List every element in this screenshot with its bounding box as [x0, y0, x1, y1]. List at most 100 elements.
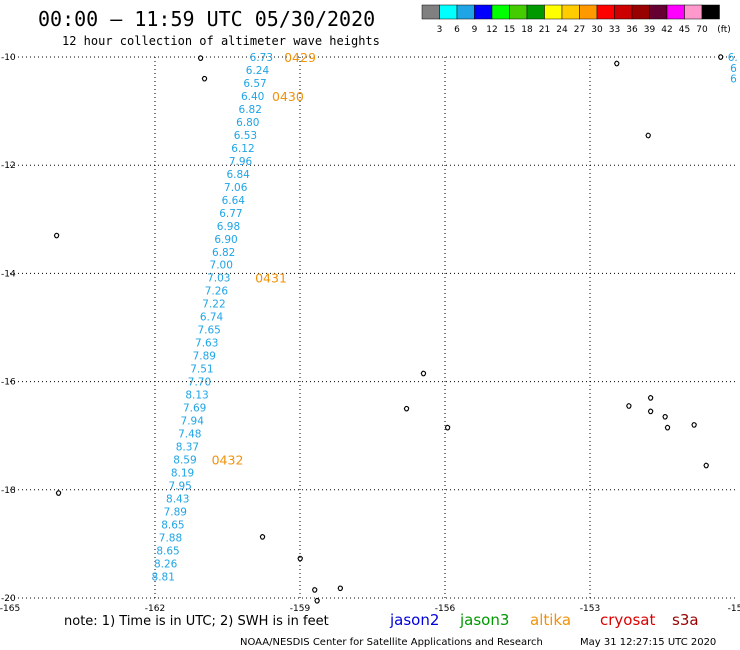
pass-time-label: 0429 — [284, 50, 316, 65]
swh-value: 6.73 — [250, 52, 273, 64]
swh-value: 7.96 — [229, 156, 253, 168]
swh-value: 7.70 — [188, 377, 211, 389]
colorbar-label: 9 — [472, 25, 478, 35]
satellite-legend-entry: jason3 — [459, 611, 509, 629]
satellite-legend-entry: cryosat — [600, 611, 655, 629]
swh-value: 6.98 — [217, 221, 240, 233]
swh-value: 7.51 — [190, 364, 213, 376]
latitude-tick-label: -16 — [1, 378, 16, 388]
longitude-tick-label: -153 — [580, 604, 600, 614]
island-outline — [662, 413, 668, 420]
colorbar-swatch — [596, 4, 615, 20]
satellite-legend-entry: altika — [530, 611, 571, 629]
island-outline — [647, 395, 654, 401]
swh-value: 7.89 — [164, 506, 187, 518]
colorbar-swatch — [561, 4, 580, 20]
island-outline — [420, 370, 427, 377]
axis-ticks: -10-12-14-16-18-20-165 -162 -159 -156 -153 -1… — [0, 53, 740, 614]
swh-value: 6.90 — [214, 234, 237, 246]
swh-value: 7.94 — [181, 416, 205, 428]
colorbar-label: 33 — [609, 25, 620, 35]
latitude-tick-label: -12 — [1, 161, 16, 171]
swh-value: 8.43 — [166, 493, 189, 505]
colorbar-legend: 3 6 9 12 15 18 21 24 27 30 33 36 39 42 45 70 (ft) — [421, 4, 731, 35]
island-outline — [55, 490, 62, 496]
island-outline — [645, 132, 651, 139]
island-outline — [403, 405, 410, 412]
colorbar-swatch — [456, 4, 475, 20]
island-outline — [613, 60, 620, 67]
swh-value: 7.89 — [193, 351, 216, 363]
swh-value: 7.69 — [183, 403, 206, 415]
swh-value: 6.77 — [219, 208, 242, 220]
colorbar-swatch — [684, 4, 703, 20]
colorbar-swatch — [544, 4, 563, 20]
colorbar-label: 27 — [574, 25, 585, 35]
satellite-track: 6.736.246.576.406.826.806.536.127.966.84… — [152, 52, 738, 583]
colorbar-swatch — [421, 4, 440, 20]
colorbar-swatch — [474, 4, 493, 20]
colorbar-swatch — [666, 4, 685, 20]
island-outline — [297, 555, 303, 562]
island-outline — [53, 232, 60, 239]
colorbar-label: 45 — [679, 25, 690, 35]
satellite-legend-entry: s3a — [672, 611, 699, 629]
credit-line: NOAA/NESDIS Center for Satellite Applica… — [240, 637, 543, 648]
colorbar-label: 36 — [626, 25, 638, 35]
swh-value: 6.24 — [246, 65, 270, 77]
swh-value-edge: 6. — [728, 52, 738, 64]
colorbar-label: 12 — [486, 25, 497, 35]
swh-value: 6.82 — [212, 247, 235, 259]
swh-value: 6.82 — [239, 104, 262, 116]
swh-value: 6.64 — [222, 195, 246, 207]
swh-value: 6.53 — [234, 130, 257, 142]
colorbar-swatch — [526, 4, 545, 20]
colorbar-label: 15 — [504, 25, 515, 35]
colorbar-label: 30 — [591, 25, 603, 35]
latitude-tick-label: -14 — [1, 269, 16, 279]
latitude-tick-label: -10 — [1, 53, 16, 63]
colorbar-swatch — [649, 4, 668, 20]
island-outline — [337, 585, 343, 592]
longitude-tick-label: -165 — [0, 604, 20, 614]
swh-value: 8.65 — [161, 519, 184, 531]
colorbar-swatch — [701, 4, 720, 20]
swh-value: 7.63 — [195, 338, 218, 350]
island-outline — [717, 54, 724, 60]
island-outline — [664, 424, 671, 431]
swh-value: 6.84 — [226, 169, 250, 181]
swh-value: 7.06 — [224, 182, 248, 194]
colorbar-label: 70 — [696, 25, 708, 35]
latitude-tick-label: -20 — [1, 594, 16, 604]
swh-value-edge: 6 — [730, 74, 737, 86]
pass-time-label: 0432 — [212, 453, 244, 468]
longitude-tick-label: -162 — [145, 604, 165, 614]
swh-value: 6.74 — [200, 312, 224, 324]
island-outline — [201, 75, 208, 82]
swh-value: 8.13 — [185, 390, 208, 402]
colorbar-label: 3 — [437, 25, 443, 35]
island-outline — [691, 422, 697, 428]
pass-time-label: 0431 — [255, 271, 287, 286]
longitude-tick-label: -156 — [435, 604, 456, 614]
map-title: 00:00 – 11:59 UTC 05/30/2020 — [38, 7, 375, 31]
colorbar-unit: (ft) — [717, 25, 731, 35]
swh-value: 8.65 — [156, 545, 179, 557]
swh-value-edge: 6 — [730, 63, 737, 75]
island-outline — [444, 424, 451, 431]
swh-value: 7.00 — [210, 260, 233, 272]
swh-value: 7.22 — [202, 299, 225, 311]
island-outline — [626, 403, 632, 409]
colorbar-label: 6 — [454, 25, 460, 35]
swh-value: 8.37 — [176, 442, 199, 454]
swh-value: 8.59 — [173, 455, 196, 467]
island-outline — [647, 408, 654, 415]
swh-value: 7.95 — [168, 480, 191, 492]
swh-value: 6.40 — [241, 91, 264, 103]
colorbar-swatch — [491, 4, 510, 20]
swh-value: 8.19 — [171, 467, 194, 479]
longitude-tick-label: -15 — [728, 604, 740, 614]
colorbar-swatch — [614, 4, 633, 20]
swh-value: 7.88 — [159, 532, 182, 544]
